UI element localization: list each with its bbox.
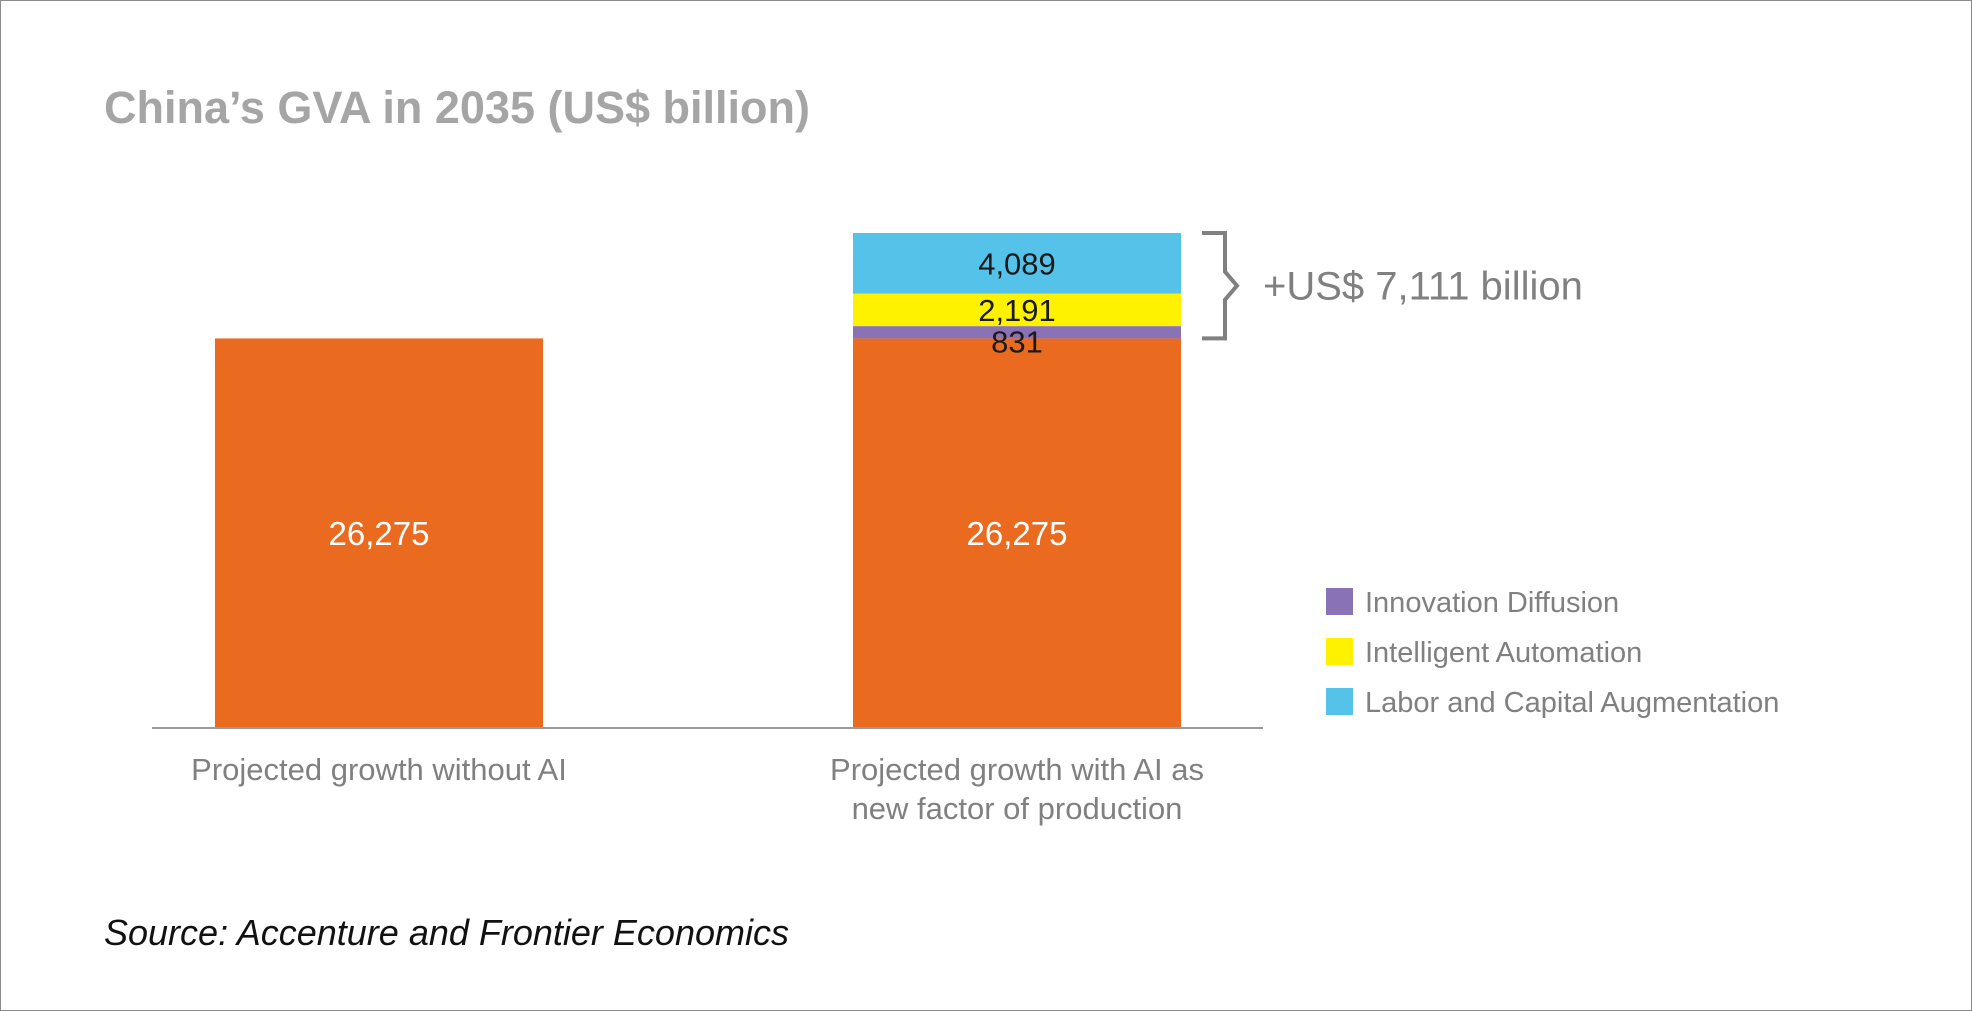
data-label: 26,275 bbox=[967, 515, 1068, 552]
category-labels: Projected growth without AI Projected gro… bbox=[191, 752, 1204, 826]
legend-swatch bbox=[1326, 588, 1353, 615]
legend: Innovation Diffusion Intelligent Automati… bbox=[1326, 587, 1779, 719]
data-label: 831 bbox=[991, 324, 1043, 359]
bar-segment bbox=[853, 338, 1181, 728]
data-label: 26,275 bbox=[329, 515, 430, 552]
legend-swatch bbox=[1326, 688, 1353, 715]
bar-segment bbox=[853, 293, 1181, 327]
legend-label: Labor and Capital Augmentation bbox=[1365, 687, 1779, 719]
data-label: 2,191 bbox=[978, 293, 1056, 328]
category-label: Projected growth with AI as bbox=[830, 752, 1204, 787]
data-label: 4,089 bbox=[978, 246, 1056, 281]
category-label: new factor of production bbox=[852, 791, 1183, 826]
ai-uplift-annotation: +US$ 7,111 billion bbox=[1263, 265, 1583, 309]
bar-segment bbox=[853, 233, 1181, 294]
source-note: Source: Accenture and Frontier Economics bbox=[104, 912, 789, 953]
chart-title: China’s GVA in 2035 (US$ billion) bbox=[104, 82, 810, 133]
bar-segment bbox=[853, 326, 1181, 339]
total-brace bbox=[1202, 231, 1240, 341]
legend-swatch bbox=[1326, 638, 1353, 665]
category-label: Projected growth without AI bbox=[191, 752, 567, 787]
bars-group bbox=[215, 233, 1181, 728]
legend-label: Innovation Diffusion bbox=[1365, 587, 1619, 619]
bar-segment bbox=[215, 338, 543, 728]
legend-label: Intelligent Automation bbox=[1365, 637, 1642, 669]
